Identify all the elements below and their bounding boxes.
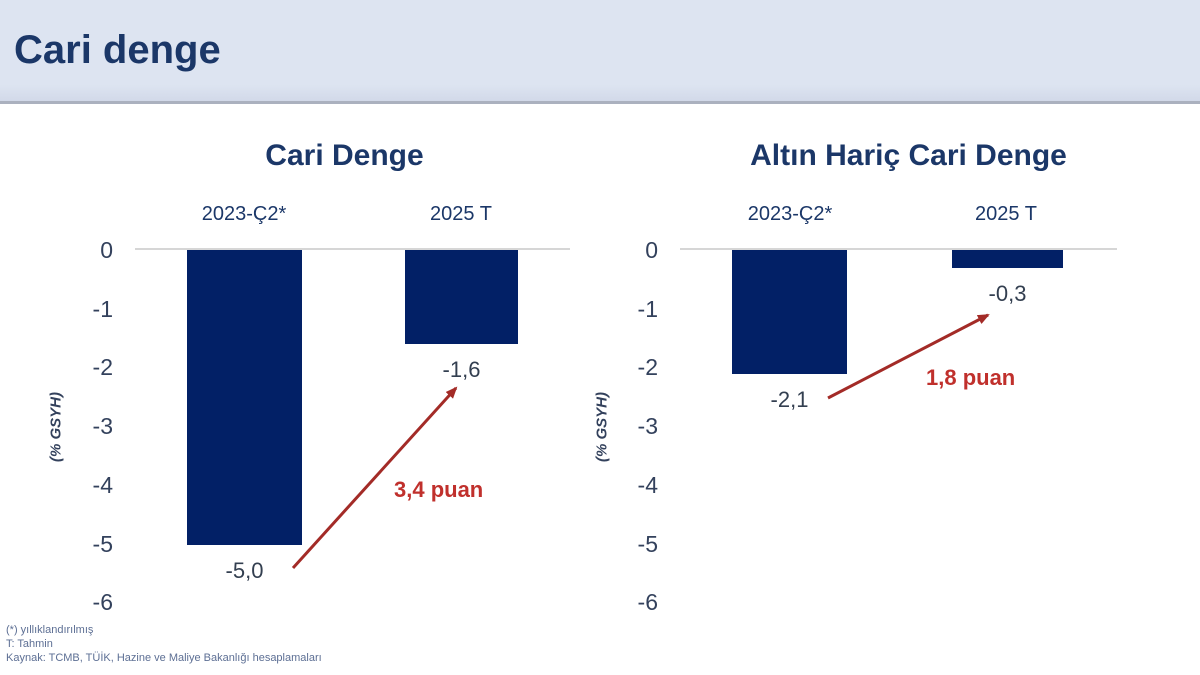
page-title: Cari denge — [14, 28, 221, 72]
y-tick: -5 — [637, 531, 658, 557]
header-bar: Cari denge — [0, 0, 1200, 104]
y-tick: -6 — [92, 589, 113, 615]
bar-value-label: -1,6 — [442, 357, 481, 382]
change-annotation: 3,4 puan — [394, 477, 484, 502]
zero-axis-line — [135, 248, 570, 250]
arrow-altin-haric — [827, 313, 990, 400]
bar-column-2023: -5,0 — [187, 250, 302, 584]
chart-title: Cari Denge — [265, 139, 424, 172]
y-tick: -1 — [92, 296, 113, 322]
category-label-2025: 2025 T — [430, 203, 492, 225]
bar-2023 — [732, 250, 847, 374]
y-tick: -3 — [92, 413, 113, 439]
category-label-2023: 2023-Ç2* — [747, 203, 833, 225]
y-axis-title: (% GSYH) — [593, 391, 611, 463]
y-tick: 0 — [645, 237, 658, 263]
footnote-source: Kaynak: TCMB, TÜİK, Hazine ve Maliye Bak… — [6, 652, 322, 664]
bar-value-label: -2,1 — [770, 387, 809, 412]
bar-2025 — [405, 250, 518, 344]
arrow-cari-denge — [291, 386, 458, 570]
category-label-2023: 2023-Ç2* — [201, 203, 287, 225]
footnotes: (*) yıllıklandırılmış T: Tahmin Kaynak: … — [6, 623, 322, 665]
y-tick: -2 — [637, 354, 658, 380]
footnote-annualized: (*) yıllıklandırılmış — [6, 624, 94, 636]
y-tick: -4 — [92, 472, 113, 498]
bar-value-label: -5,0 — [225, 558, 264, 583]
y-tick: -2 — [92, 354, 113, 380]
bar-2025 — [952, 250, 1063, 268]
chart-title: Altın Hariç Cari Denge — [750, 139, 1067, 172]
y-tick: -5 — [92, 531, 113, 557]
footnote-forecast: T: Tahmin — [6, 638, 53, 650]
bar-column-2023: -2,1 — [732, 250, 847, 413]
y-tick: -4 — [637, 472, 658, 498]
bar-2023 — [187, 250, 302, 545]
bar-column-2025: -1,6 — [405, 250, 518, 383]
change-annotation: 1,8 puan — [926, 365, 1016, 390]
y-axis-title: (% GSYH) — [47, 391, 65, 463]
category-label-2025: 2025 T — [975, 203, 1037, 225]
y-tick: -6 — [637, 589, 658, 615]
y-tick: -3 — [637, 413, 658, 439]
bar-column-2025: -0,3 — [952, 250, 1063, 307]
zero-axis-line — [680, 248, 1117, 250]
y-tick: -1 — [637, 296, 658, 322]
y-tick: 0 — [100, 237, 113, 263]
bar-value-label: -0,3 — [988, 281, 1027, 306]
